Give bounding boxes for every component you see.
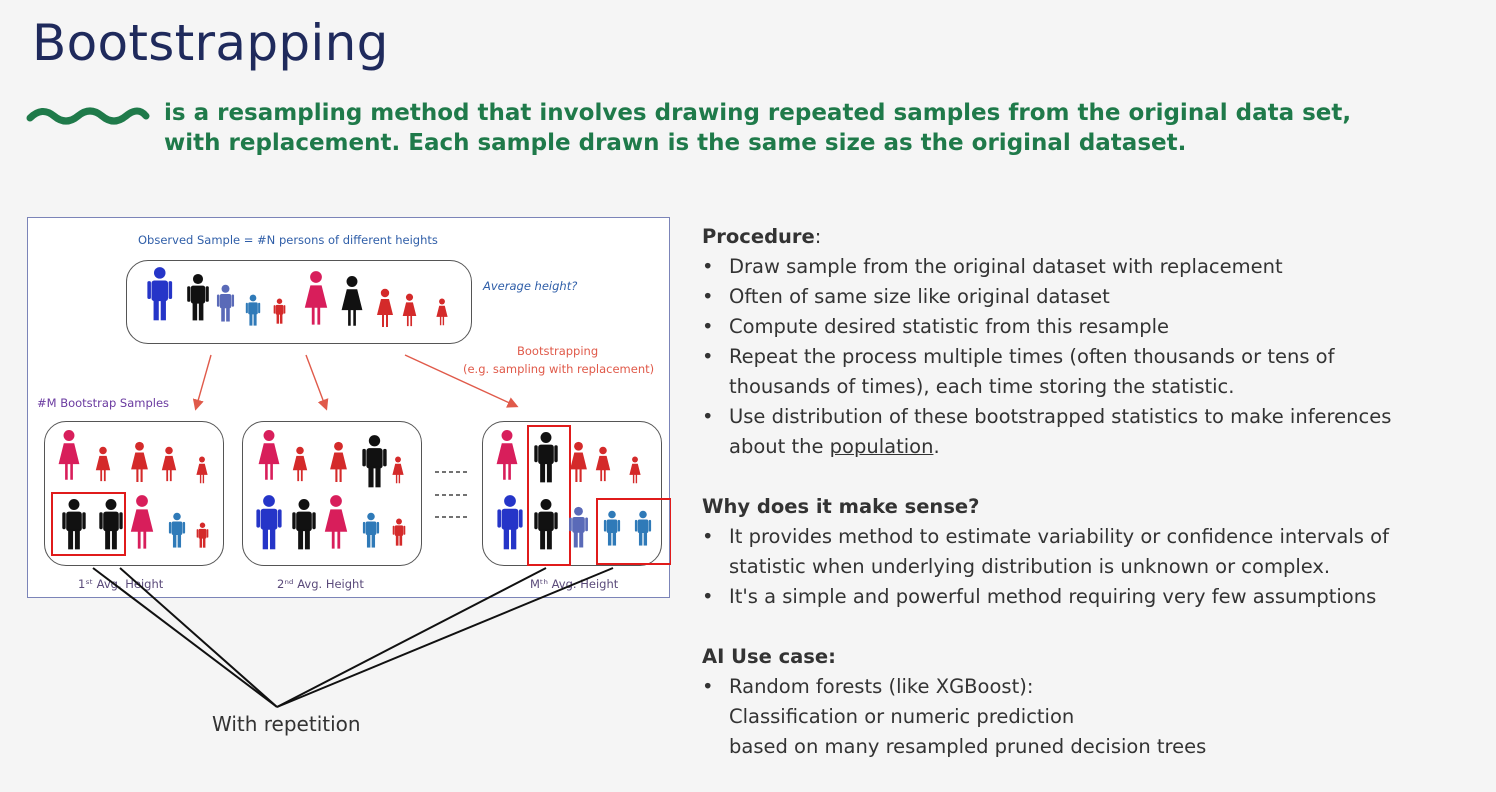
female-person-icon [629,456,641,484]
male-person-icon [362,512,380,548]
list-item: Repeat the process multiple times (often… [702,342,1462,402]
why-list: It provides method to estimate variabili… [702,522,1462,612]
average-height-label: Average height? [483,279,578,293]
avg-height-2-label: 2ⁿᵈ Avg. Height [277,577,364,591]
male-person-icon [216,284,235,322]
male-person-icon [147,267,173,321]
list-item: Random forests (like XGBoost): Classific… [702,672,1462,762]
procedure-section: Procedure: Draw sample from the original… [702,222,1462,462]
male-person-icon [534,499,558,550]
procedure-heading: Procedure: [702,225,822,248]
why-heading: Why does it make sense? [702,495,980,518]
female-person-icon [392,456,404,484]
ai-list: Random forests (like XGBoost): Classific… [702,672,1462,762]
female-person-icon [58,430,80,480]
female-person-icon [377,288,393,327]
list-item: It's a simple and powerful method requir… [702,582,1462,612]
female-person-icon [304,271,328,325]
explanation-panel: Procedure: Draw sample from the original… [702,222,1462,792]
ai-section: AI Use case: Random forests (like XGBoos… [702,642,1462,762]
population-link[interactable]: population [829,435,934,458]
female-person-icon [496,430,518,480]
definition-text: is a resampling method that involves dra… [164,98,1464,158]
female-person-icon [161,446,177,482]
arrow-to-sample-2 [305,354,329,411]
list-item: It provides method to estimate variabili… [702,522,1462,582]
female-person-icon [324,495,348,549]
female-person-icon [292,446,308,482]
definition-line-2: with replacement. Each sample drawn is t… [164,130,1187,156]
female-person-icon [258,430,280,480]
page-title: Bootstrapping [32,14,389,72]
bootstrapping-label: Bootstrapping [517,344,599,358]
bootstrapping-sublabel: (e.g. sampling with replacement) [463,362,655,376]
male-person-icon [603,510,621,546]
male-person-icon [273,298,286,324]
squiggle-icon [26,107,150,125]
male-person-icon [497,495,523,550]
list-item: Often of same size like original dataset [702,282,1462,312]
male-person-icon [362,435,387,488]
avg-height-1-label: 1ˢᵗ Avg. Height [78,577,164,591]
female-person-icon [131,441,148,482]
female-person-icon [196,456,208,484]
male-person-icon [196,522,209,548]
female-person-icon [595,446,611,482]
male-person-icon [245,294,261,326]
male-person-icon [569,506,588,548]
arrow-to-sample-1 [192,354,212,411]
avg-height-m-label: Mᵗʰ Avg. Height [530,577,619,591]
male-person-icon [392,518,406,546]
female-person-icon [330,441,347,482]
female-person-icon [402,293,417,327]
female-person-icon [436,298,448,326]
male-person-icon [99,499,123,550]
with-repetition-annotation: With repetition [212,712,361,736]
male-person-icon [292,499,316,550]
male-person-icon [168,512,186,548]
female-person-icon [95,446,111,482]
procedure-list: Draw sample from the original dataset wi… [702,252,1462,462]
why-section: Why does it make sense? It provides meth… [702,492,1462,612]
list-item: Draw sample from the original dataset wi… [702,252,1462,282]
male-person-icon [534,432,558,483]
female-person-icon [341,276,363,326]
list-item: Use distribution of these bootstrapped s… [702,402,1462,462]
observed-sample-label: Observed Sample = #N persons of differen… [138,233,438,247]
male-person-icon [256,495,282,550]
list-item: Compute desired statistic from this resa… [702,312,1462,342]
observed-sample-box [126,260,472,344]
female-person-icon [130,495,154,549]
bootstrap-figure: Observed Sample = #N persons of differen… [27,217,671,598]
male-person-icon [634,510,652,546]
male-person-icon [62,499,86,550]
ai-heading: AI Use case: [702,645,836,668]
female-person-icon [570,441,587,482]
bootstrap-samples-label: #M Bootstrap Samples [37,396,170,410]
definition-line-1: is a resampling method that involves dra… [164,100,1352,126]
male-person-icon [187,273,209,321]
